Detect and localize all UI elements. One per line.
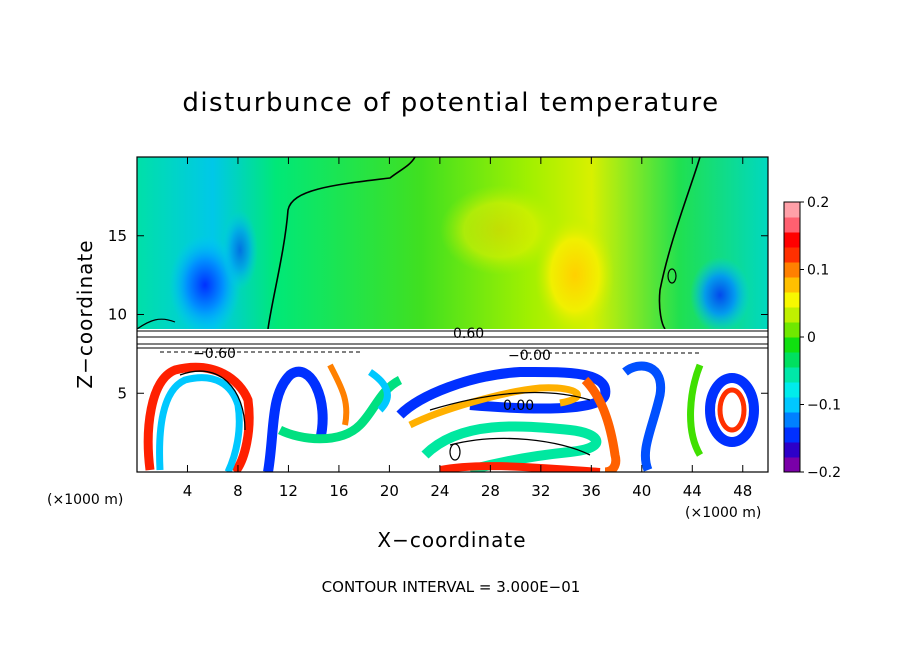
colorbar-swatch: [784, 337, 800, 353]
contour-label: −0.00: [508, 348, 551, 364]
x-tick-label: 28: [481, 482, 500, 500]
field-band: [396, 366, 611, 419]
x-tick-label: 16: [329, 482, 348, 500]
colorbar-swatch: [784, 292, 800, 308]
colorbar-swatch: [784, 397, 800, 413]
colorbar-swatch: [784, 307, 800, 323]
contour-line: [160, 351, 700, 354]
x-axis: 4 8 12 16 20 24 28 32 36 40 44 48: [183, 157, 752, 500]
field-band: [705, 373, 759, 447]
field-band: [439, 462, 601, 472]
x-tick-label: 32: [531, 482, 550, 500]
contour-line: [449, 443, 461, 461]
field-band: [327, 363, 350, 426]
x-tick-label: 40: [632, 482, 651, 500]
field-band: [622, 361, 666, 472]
colorbar-tick-label: −0.1: [807, 398, 841, 414]
y-tick-label: 5: [117, 384, 127, 402]
colorbar-swatch: [784, 277, 800, 293]
colorbar-swatch: [784, 262, 800, 278]
contour-line: [658, 157, 701, 330]
y-axis: 5 10 15: [108, 227, 768, 402]
x-axis-title: X−coordinate: [377, 528, 526, 552]
contour-label: −0.60: [193, 346, 236, 362]
colorbar-tick-label: 0.1: [807, 263, 829, 279]
colorbar-swatch: [784, 352, 800, 368]
field-band: [263, 366, 328, 472]
field-band: [156, 374, 243, 472]
x-tick-label: 8: [233, 482, 243, 500]
y-axis-title: Z−coordinate: [73, 239, 97, 388]
contour-interval-footer: CONTOUR INTERVAL = 3.000E−01: [322, 578, 581, 596]
colorbar-swatch: [784, 367, 800, 383]
colorbar-tick-label: 0: [807, 330, 816, 346]
x-unit-left: (×1000 m): [47, 492, 123, 508]
plot-area: [137, 157, 768, 472]
x-tick-label: 48: [733, 482, 752, 500]
contour-label: 0.00: [503, 398, 534, 414]
contour-labels: 0.60 −0.60 −0.00 0.00: [193, 326, 551, 414]
colorbar-swatch: [784, 442, 800, 458]
colorbar-swatch: [784, 202, 800, 218]
colorbar-swatch: [784, 427, 800, 443]
x-tick-label: 20: [380, 482, 399, 500]
colorbar-tick-label: −0.2: [807, 465, 841, 481]
field-blob: [222, 210, 258, 290]
colorbar-swatch: [784, 247, 800, 263]
colorbar-swatch: [784, 382, 800, 398]
field-band: [421, 421, 602, 472]
y-tick-label: 10: [108, 306, 127, 324]
colorbar-swatch: [784, 217, 800, 233]
colorbar-swatch: [784, 412, 800, 428]
contour-label: 0.60: [453, 326, 484, 342]
field-band: [581, 376, 621, 472]
chart-title: disturbunce of potential temperature: [182, 88, 719, 118]
contour-line: [137, 330, 768, 349]
field-band: [143, 362, 254, 472]
x-tick-label: 12: [279, 482, 298, 500]
field-blob: [690, 257, 750, 333]
contour-line: [137, 318, 176, 330]
colorbar: 0.2 0.1 0 −0.1 −0.2: [783, 195, 841, 481]
contour-line: [267, 157, 416, 330]
field-band: [367, 369, 391, 413]
x-tick-label: 44: [683, 482, 702, 500]
colorbar-swatch: [784, 232, 800, 248]
y-tick-label: 15: [108, 227, 127, 245]
colorbar-swatch: [784, 457, 800, 473]
colorbar-tick-label: 0.2: [807, 195, 829, 211]
contour-line: [667, 268, 677, 284]
contour-line: [179, 370, 591, 456]
colorbar-swatch: [784, 322, 800, 338]
field-blob: [440, 185, 560, 275]
x-tick-label: 24: [430, 482, 449, 500]
x-tick-label: 36: [582, 482, 601, 500]
x-unit-right: (×1000 m): [685, 505, 761, 521]
field-band: [717, 387, 747, 433]
field-band: [687, 363, 704, 457]
x-tick-label: 4: [183, 482, 193, 500]
band: [137, 329, 768, 355]
